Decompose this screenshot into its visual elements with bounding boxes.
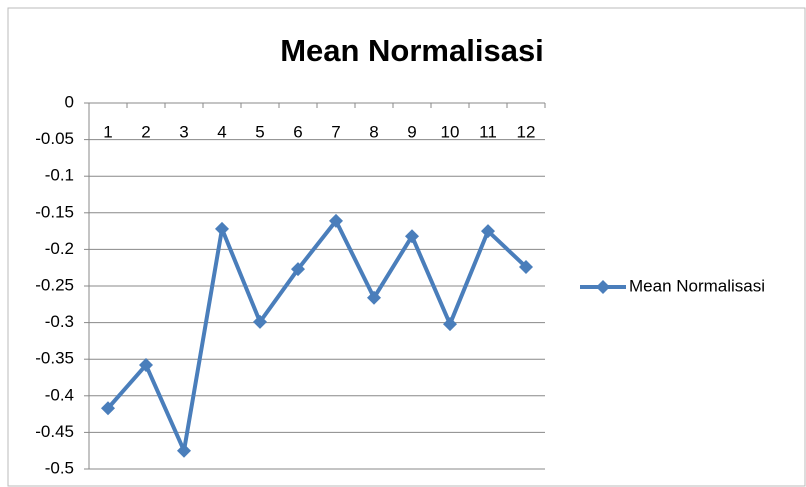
x-tick-label: 8 <box>369 122 378 141</box>
point-marker <box>215 221 229 236</box>
chart-title: Mean Normalisasi <box>280 33 544 68</box>
x-tick-label: 5 <box>255 122 264 141</box>
x-tick-label: 1 <box>103 122 112 141</box>
legend-marker <box>596 280 610 294</box>
point-marker <box>405 229 419 244</box>
y-tick-label: -0.35 <box>35 349 74 368</box>
point-marker <box>443 317 457 332</box>
y-tick-label: -0.1 <box>45 166 74 185</box>
point-marker <box>177 443 191 458</box>
x-tick-label: 10 <box>441 122 460 141</box>
point-marker <box>329 213 343 228</box>
y-tick-label: -0.25 <box>35 275 74 294</box>
y-tick-label: -0.45 <box>35 422 74 441</box>
legend-label: Mean Normalisasi <box>629 276 765 295</box>
y-tick-label: -0.2 <box>45 239 74 258</box>
y-tick-label: -0.3 <box>45 312 74 331</box>
point-marker <box>253 314 267 329</box>
series-line <box>106 218 528 453</box>
y-tick-label: 0 <box>65 92 74 111</box>
point-marker <box>519 259 533 274</box>
x-tick-label: 2 <box>141 122 150 141</box>
point-marker <box>139 358 153 373</box>
x-tick-label: 12 <box>517 122 536 141</box>
x-tick-label: 6 <box>293 122 302 141</box>
point-marker <box>291 262 305 277</box>
x-tick-label: 11 <box>479 122 497 141</box>
y-tick-label: -0.5 <box>45 458 74 477</box>
y-tick-label: -0.4 <box>45 385 74 404</box>
point-marker <box>367 290 381 305</box>
point-marker <box>481 224 495 239</box>
x-tick-label: 4 <box>217 122 226 141</box>
x-tick-label: 3 <box>179 122 188 141</box>
x-tick-label: 7 <box>331 122 340 141</box>
y-tick-label: -0.05 <box>35 129 74 148</box>
y-tick-label: -0.15 <box>35 202 74 221</box>
x-tick-label: 9 <box>407 122 416 141</box>
point-marker <box>101 401 115 416</box>
